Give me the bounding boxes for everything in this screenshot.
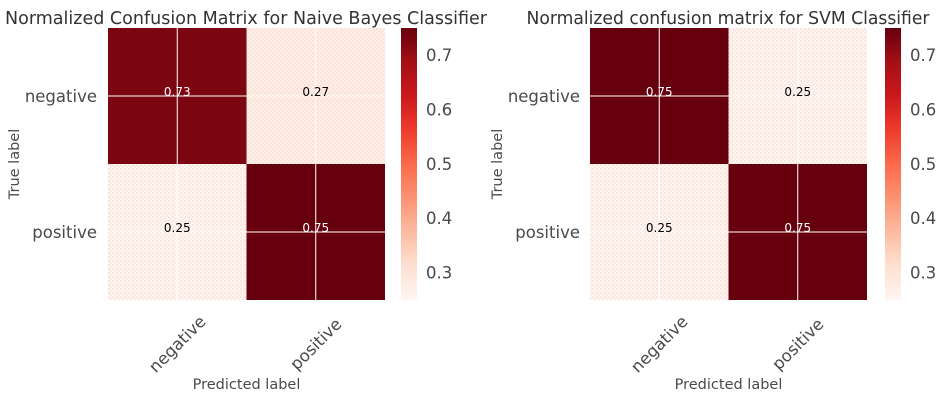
- chart-title: Normalized Confusion Matrix for Naive Ba…: [5, 9, 488, 29]
- colorbar-tick-label: 0.6: [910, 100, 936, 119]
- colorbar-gradient: [401, 28, 417, 300]
- cell-value-label: 0.25: [646, 221, 673, 235]
- grid-lines: [108, 28, 385, 300]
- naive-bayes-confusion-matrix: Normalized Confusion Matrix for Naive Ba…: [5, 9, 488, 393]
- cell-value-label: 0.75: [646, 85, 673, 99]
- x-axis-label: Predicted label: [193, 377, 301, 393]
- y-tick-label: negative: [508, 87, 580, 106]
- svm-confusion-matrix: Normalized confusion matrix for SVM Clas…: [490, 9, 936, 393]
- x-axis-label: Predicted label: [675, 377, 783, 393]
- colorbar-tick-label: 0.7: [426, 46, 452, 65]
- colorbar-gradient: [885, 28, 901, 300]
- y-axis-label: True label: [7, 129, 23, 200]
- y-tick-label: positive: [515, 223, 580, 242]
- cell-value-label: 0.25: [164, 221, 191, 235]
- cell-value-label: 0.75: [784, 221, 811, 235]
- x-tick-label: positive: [286, 315, 345, 374]
- colorbar: 0.7 0.6 0.5 0.4 0.3: [885, 28, 936, 300]
- x-tick-label: positive: [768, 315, 827, 374]
- cell-value-label: 0.27: [302, 85, 329, 99]
- colorbar: 0.7 0.6 0.5 0.4 0.3: [401, 28, 452, 300]
- cell-value-label: 0.25: [784, 85, 811, 99]
- colorbar-tick-label: 0.3: [910, 264, 936, 283]
- colorbar-tick-label: 0.6: [426, 100, 452, 119]
- cell-value-label: 0.75: [302, 221, 329, 235]
- heatmap-cells: [590, 28, 867, 300]
- colorbar-tick-label: 0.7: [910, 46, 936, 65]
- x-tick-label: negative: [145, 312, 209, 376]
- x-tick-label: negative: [627, 312, 691, 376]
- colorbar-tick-label: 0.4: [426, 209, 452, 228]
- y-tick-label: positive: [32, 223, 97, 242]
- chart-title: Normalized confusion matrix for SVM Clas…: [527, 9, 931, 29]
- y-axis-label: True label: [490, 129, 506, 200]
- colorbar-tick-label: 0.4: [910, 209, 936, 228]
- grid-lines: [590, 28, 867, 300]
- colorbar-tick-label: 0.5: [910, 155, 936, 174]
- heatmap-cells: [108, 28, 385, 300]
- colorbar-tick-label: 0.5: [426, 155, 452, 174]
- y-tick-label: negative: [25, 87, 97, 106]
- colorbar-tick-label: 0.3: [426, 264, 452, 283]
- cell-value-label: 0.73: [164, 85, 191, 99]
